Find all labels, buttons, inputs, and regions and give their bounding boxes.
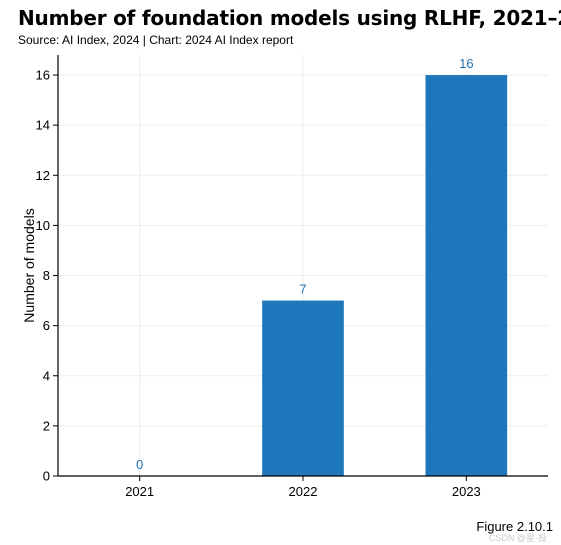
bar-2023 [425, 75, 508, 477]
x-tick-label-2023: 2023 [452, 484, 481, 499]
y-tick-label: 12 [36, 168, 50, 183]
y-tick-label: 16 [36, 68, 50, 83]
y-tick-label: 14 [36, 118, 50, 133]
y-tick-label: 8 [43, 268, 50, 283]
bars [262, 75, 508, 477]
data-label-2023: 16 [459, 56, 473, 71]
watermark: CSDN @星·投 [488, 533, 547, 543]
y-tick-label: 0 [43, 469, 50, 484]
y-axis-title: Number of models [21, 208, 37, 322]
data-label-2022: 7 [299, 282, 306, 297]
y-tick-label: 2 [43, 418, 50, 433]
y-tick-label: 4 [43, 368, 50, 383]
labels: 0 2 4 6 8 10 12 14 16 0 2021 7 2022 16 2023 Number of m… [21, 56, 481, 499]
y-tick-label: 10 [36, 218, 50, 233]
x-tick-label-2022: 2022 [289, 484, 318, 499]
bar-2022 [262, 300, 344, 476]
figure-label: Figure 2.10.1 [476, 519, 553, 534]
data-label-2021: 0 [136, 457, 143, 472]
x-tick-label-2021: 2021 [125, 484, 154, 499]
chart-title: Number of foundation models using RLHF, … [18, 6, 561, 30]
chart-subtitle: Source: AI Index, 2024 | Chart: 2024 AI … [18, 33, 294, 47]
y-tick-label: 6 [43, 318, 50, 333]
axes [53, 55, 548, 481]
